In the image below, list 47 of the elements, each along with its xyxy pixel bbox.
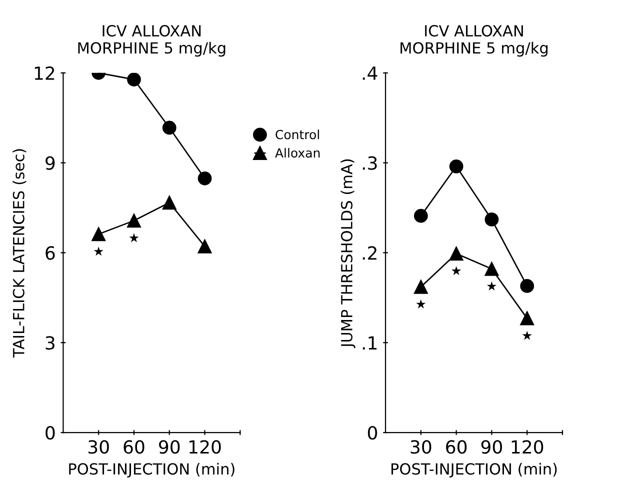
y-tick-label: 0: [368, 426, 378, 440]
y-tick-label: 3: [46, 336, 54, 350]
point: [449, 159, 464, 174]
point: [162, 120, 176, 135]
point: [484, 212, 499, 226]
y-tick-label: .3: [362, 156, 377, 170]
point: [127, 72, 141, 86]
x-tick-label: 30: [410, 440, 432, 454]
y-tick-label: 12: [34, 66, 54, 80]
point: [520, 311, 534, 326]
point: [520, 279, 534, 293]
x-tick-label: 90: [159, 440, 180, 454]
y-tick-label: 0: [46, 426, 55, 440]
point: [414, 280, 428, 294]
x-tick-label: 60: [446, 440, 467, 454]
x-tick-label: 90: [481, 440, 502, 454]
point: [449, 246, 464, 261]
annotation: ★: [94, 246, 104, 256]
annotation: ★: [522, 330, 532, 340]
annotation: ★: [416, 299, 426, 308]
point: [414, 208, 428, 223]
x-tick-label: 30: [88, 440, 109, 454]
y-axis-title: TAIL-FLICK LATENCIES (sec): [12, 149, 26, 358]
x-axis-title: POST-INJECTION (min): [391, 462, 557, 478]
x-tick-label: 120: [512, 440, 544, 454]
point: [127, 214, 141, 228]
chart-title: ICV ALLOXAN MORPHINE 5 mg/kg: [78, 25, 226, 57]
y-tick-label: 6: [46, 246, 55, 260]
x-tick-label: 120: [190, 440, 221, 454]
legend-label: Control: [276, 130, 319, 140]
point: [92, 227, 106, 242]
y-tick-label: .1: [362, 336, 377, 350]
annotation: ★: [452, 266, 462, 276]
annotation: ★: [129, 233, 139, 242]
point: [198, 171, 212, 186]
y-tick-label: 9: [46, 156, 55, 170]
chart-title: ICV ALLOXAN MORPHINE 5 mg/kg: [400, 25, 548, 57]
point: [484, 262, 499, 276]
point: [198, 239, 212, 254]
legend-label: Alloxan: [275, 148, 320, 158]
x-tick-label: 60: [124, 440, 144, 454]
annotation: ★: [486, 281, 496, 290]
y-tick-label: .2: [362, 246, 376, 260]
y-axis-title: JUMP THRESHOLDS (mA): [340, 159, 356, 348]
point: [162, 196, 176, 210]
x-axis-title: POST-INJECTION (min): [69, 462, 234, 478]
y-tick-label: .4: [362, 66, 378, 80]
